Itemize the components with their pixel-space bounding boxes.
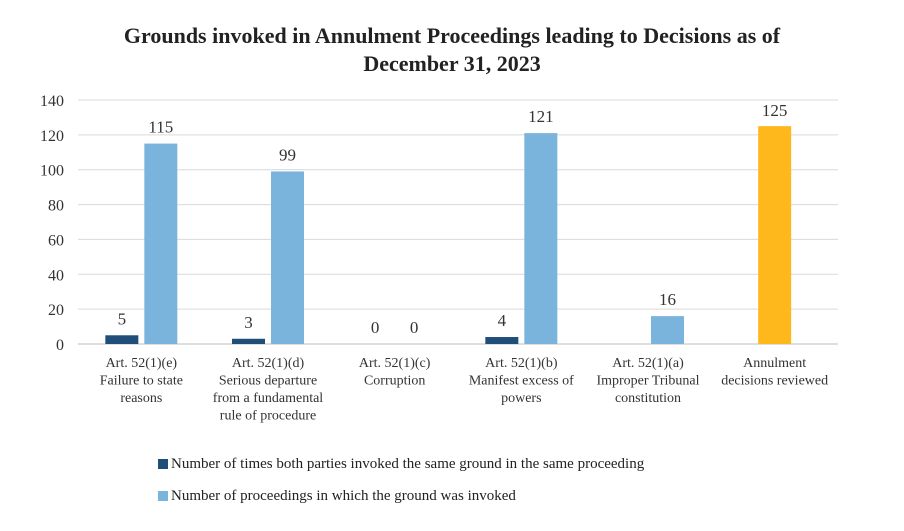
y-tick-label: 100 bbox=[40, 163, 64, 180]
x-tick-label: Failure to state bbox=[100, 374, 183, 389]
x-tick-label: Improper Tribunal bbox=[596, 374, 699, 389]
bar-proceedings bbox=[144, 143, 178, 344]
data-label-both-parties: 5 bbox=[118, 309, 127, 328]
chart-title-line2: December 31, 2023 bbox=[363, 51, 541, 76]
y-tick-label: 0 bbox=[56, 337, 64, 354]
chart-title-line1: Grounds invoked in Annulment Proceedings… bbox=[123, 23, 781, 48]
x-tick-label: Art. 52(1)(e) bbox=[106, 356, 178, 371]
data-label-proceedings: 0 bbox=[410, 318, 419, 337]
x-tick-label: powers bbox=[501, 391, 541, 406]
bar-both-parties bbox=[485, 337, 519, 344]
data-label-proceedings: 16 bbox=[659, 290, 676, 309]
y-tick-label: 120 bbox=[40, 128, 64, 145]
legend-swatch-proceedings bbox=[158, 491, 168, 501]
x-tick-label: Art. 52(1)(b) bbox=[485, 356, 558, 371]
x-tick-label: Art. 52(1)(a) bbox=[612, 356, 684, 371]
data-label-proceedings: 99 bbox=[279, 145, 296, 164]
bar-proceedings bbox=[651, 316, 684, 344]
legend-entry-both-parties: Number of times both parties invoked the… bbox=[158, 455, 644, 473]
x-tick-label: rule of procedure bbox=[220, 409, 316, 424]
chart-title: Grounds invoked in Annulment Proceedings… bbox=[0, 22, 904, 78]
data-label-both-parties: 3 bbox=[244, 313, 253, 332]
data-label-proceedings: 115 bbox=[148, 118, 173, 137]
x-tick-label: Annulment bbox=[743, 356, 806, 371]
y-tick-label: 140 bbox=[40, 93, 64, 110]
bar-both-parties bbox=[105, 335, 139, 344]
x-tick-label: reasons bbox=[120, 391, 162, 406]
x-tick-label: Art. 52(1)(c) bbox=[359, 356, 431, 371]
data-label-both-parties: 4 bbox=[498, 311, 507, 330]
y-tick-label: 20 bbox=[48, 302, 64, 319]
bar-total bbox=[758, 126, 792, 345]
legend-entry-proceedings: Number of proceedings in which the groun… bbox=[158, 487, 644, 505]
legend-swatch-both-parties bbox=[158, 459, 168, 469]
legend: Number of times both parties invoked the… bbox=[158, 455, 644, 519]
x-tick-label: Art. 52(1)(d) bbox=[232, 356, 305, 371]
data-label-total: 125 bbox=[762, 101, 788, 120]
y-tick-label: 80 bbox=[48, 198, 64, 215]
x-tick-label: from a fundamental bbox=[213, 391, 324, 406]
legend-label-both-parties: Number of times both parties invoked the… bbox=[171, 455, 645, 472]
y-tick-label: 60 bbox=[48, 232, 64, 249]
y-tick-label: 40 bbox=[48, 267, 64, 284]
x-tick-label: constitution bbox=[615, 391, 681, 406]
bar-proceedings bbox=[524, 133, 558, 344]
data-label-proceedings: 121 bbox=[528, 107, 554, 126]
data-label-both-parties: 0 bbox=[371, 318, 380, 337]
x-tick-label: decisions reviewed bbox=[721, 374, 828, 389]
legend-label-proceedings: Number of proceedings in which the groun… bbox=[171, 487, 516, 504]
x-tick-label: Corruption bbox=[364, 374, 425, 389]
bar-proceedings bbox=[271, 171, 304, 344]
bar-both-parties bbox=[232, 338, 265, 344]
x-tick-label: Manifest excess of bbox=[469, 374, 574, 389]
x-tick-label: Serious departure bbox=[219, 374, 317, 389]
